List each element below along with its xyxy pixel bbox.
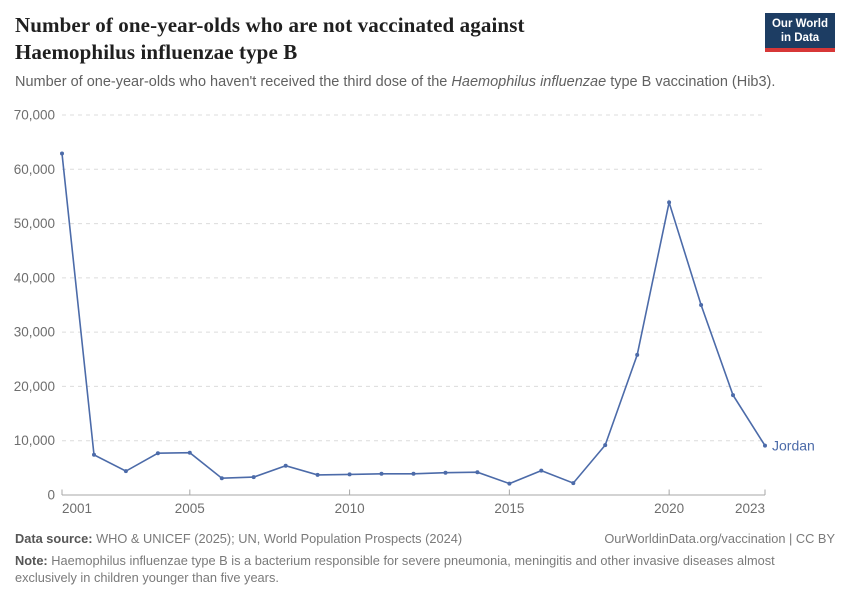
x-axis-tick-label: 2020 <box>654 501 684 516</box>
footer-source-row: Data source: WHO & UNICEF (2025); UN, Wo… <box>15 530 835 547</box>
footer-note: Note: Haemophilus influenzae type B is a… <box>15 552 835 586</box>
data-point <box>92 452 96 457</box>
data-source-text: WHO & UNICEF (2025); UN, World Populatio… <box>92 531 463 546</box>
data-point <box>539 468 544 473</box>
data-point <box>187 450 192 455</box>
data-point <box>443 470 448 475</box>
y-axis-tick-label: 10,000 <box>14 433 55 448</box>
owid-logo-line2: in Data <box>780 32 820 44</box>
data-point <box>603 443 608 448</box>
chart-subtitle: Number of one-year-olds who haven't rece… <box>15 73 805 92</box>
x-axis-tick-label: 2015 <box>494 501 524 516</box>
y-axis-tick-label: 30,000 <box>14 325 55 340</box>
y-axis-tick-label: 40,000 <box>14 270 55 285</box>
x-axis-tick-label: 2010 <box>335 501 365 516</box>
data-point <box>411 471 416 476</box>
y-axis-tick-label: 20,000 <box>14 379 55 394</box>
subtitle-text: Number of one-year-olds who haven't rece… <box>15 74 452 90</box>
y-axis-tick-label: 60,000 <box>14 162 55 177</box>
x-axis-tick-label: 2023 <box>735 501 765 516</box>
chart-footer: Data source: WHO & UNICEF (2025); UN, Wo… <box>15 530 835 586</box>
x-axis-tick-label: 2005 <box>175 501 205 516</box>
data-point <box>699 303 704 307</box>
data-source: Data source: WHO & UNICEF (2025); UN, Wo… <box>15 530 462 547</box>
data-point <box>635 352 640 357</box>
owid-logo[interactable]: Our World in Data <box>765 13 835 52</box>
y-axis-tick-label: 70,000 <box>14 108 55 123</box>
data-point <box>507 481 512 486</box>
subtitle-text-end: type B vaccination (Hib3). <box>606 74 776 90</box>
data-point <box>219 476 224 481</box>
data-point <box>379 471 384 476</box>
data-point <box>347 472 352 477</box>
x-axis-tick-label: 2001 <box>62 501 92 516</box>
data-point <box>251 475 256 480</box>
data-point <box>315 472 320 477</box>
data-point <box>475 470 480 475</box>
data-source-label: Data source: <box>15 531 93 546</box>
data-point <box>763 443 767 448</box>
data-point <box>283 463 288 468</box>
data-point <box>155 451 160 456</box>
citation-link[interactable]: OurWorldinData.org/vaccination | CC BY <box>604 531 835 546</box>
y-axis-tick-label: 0 <box>47 488 55 503</box>
data-point <box>667 200 672 205</box>
series-end-label: Jordan <box>772 438 815 454</box>
data-point <box>731 393 735 398</box>
data-point <box>571 481 576 486</box>
page-title: Number of one-year-olds who are not vacc… <box>15 13 525 64</box>
data-point <box>123 469 128 474</box>
owid-logo-line1: Our World <box>771 18 828 30</box>
trend-line <box>61 153 766 485</box>
y-axis-tick-label: 50,000 <box>14 216 55 231</box>
note-label: Note: <box>15 553 48 568</box>
note-text: Haemophilus influenzae type B is a bacte… <box>15 553 775 585</box>
data-point <box>60 151 64 156</box>
subtitle-italic-text: Haemophilus influenzae <box>451 74 607 90</box>
